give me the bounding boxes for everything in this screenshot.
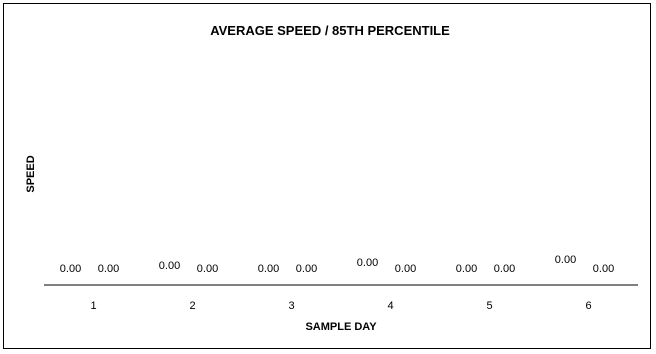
data-label: 0.00 xyxy=(494,263,515,275)
x-tick-label: 1 xyxy=(90,300,96,312)
x-axis-label: SAMPLE DAY xyxy=(305,321,377,333)
data-label: 0.00 xyxy=(593,263,614,275)
x-tick-label: 5 xyxy=(486,300,492,312)
data-label: 0.00 xyxy=(258,263,279,275)
data-label: 0.00 xyxy=(98,263,119,275)
data-label: 0.00 xyxy=(296,263,317,275)
data-label: 0.00 xyxy=(555,254,576,266)
x-tick-label: 4 xyxy=(387,300,393,312)
chart-title: AVERAGE SPEED / 85TH PERCENTILE xyxy=(210,23,450,38)
x-tick-label: 6 xyxy=(585,300,591,312)
x-tick-label: 2 xyxy=(189,300,195,312)
data-label: 0.00 xyxy=(357,257,378,269)
data-label: 0.00 xyxy=(395,263,416,275)
data-label: 0.00 xyxy=(456,263,477,275)
chart-frame xyxy=(3,3,651,349)
data-label: 0.00 xyxy=(60,263,81,275)
data-label: 0.00 xyxy=(159,260,180,272)
x-tick-label: 3 xyxy=(288,300,294,312)
data-label: 0.00 xyxy=(197,263,218,275)
y-axis-label: SPEED xyxy=(25,155,37,192)
